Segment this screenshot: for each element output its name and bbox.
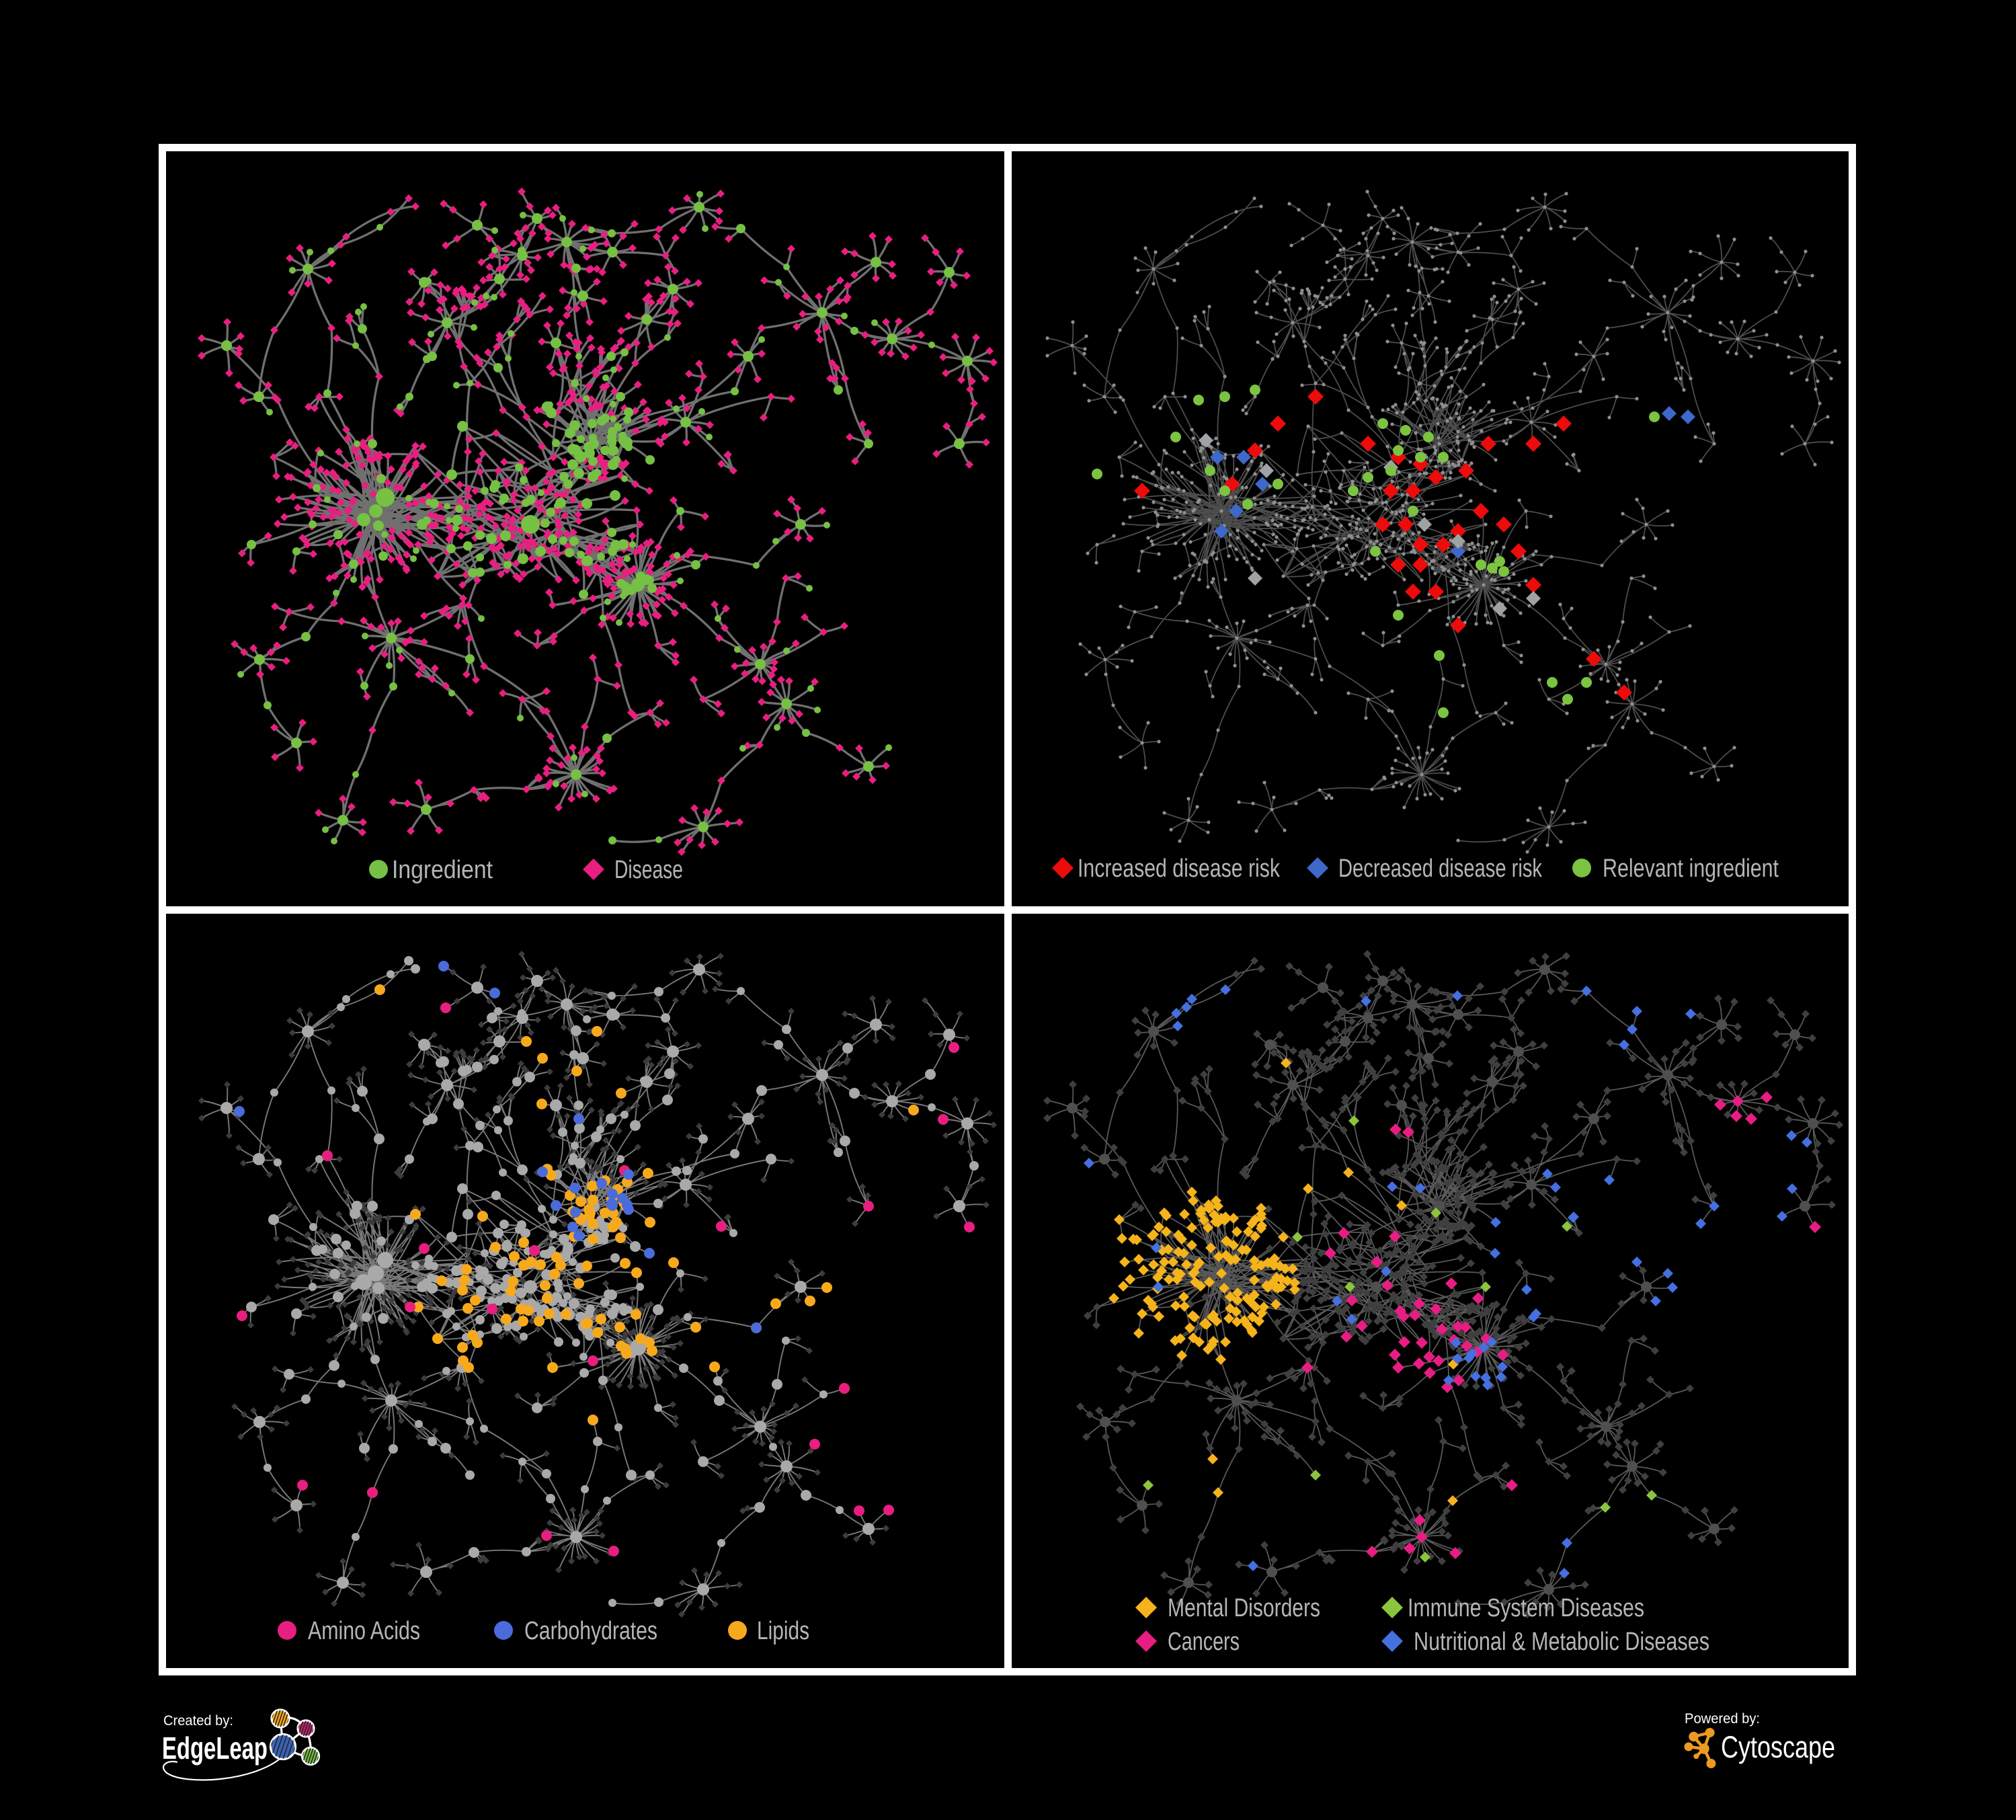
svg-text:Amino Acids: Amino Acids bbox=[308, 1617, 420, 1645]
svg-text:Mental Disorders: Mental Disorders bbox=[1168, 1594, 1320, 1622]
svg-text:Powered by:: Powered by: bbox=[1685, 1711, 1760, 1727]
svg-text:Carbohydrates: Carbohydrates bbox=[524, 1617, 657, 1645]
svg-text:Relevant ingredient: Relevant ingredient bbox=[1603, 855, 1779, 883]
svg-text:Nutritional & Metabolic Diseas: Nutritional & Metabolic Diseases bbox=[1414, 1628, 1709, 1656]
svg-text:Lipids: Lipids bbox=[757, 1617, 809, 1645]
svg-text:Decreased disease risk: Decreased disease risk bbox=[1338, 855, 1543, 883]
svg-text:Increased disease risk: Increased disease risk bbox=[1078, 855, 1281, 883]
svg-text:EdgeLeap: EdgeLeap bbox=[162, 1731, 268, 1766]
svg-text:Created by:: Created by: bbox=[163, 1713, 233, 1729]
svg-text:Disease: Disease bbox=[614, 856, 683, 884]
svg-text:Ingredient: Ingredient bbox=[392, 856, 493, 884]
svg-text:Immune System Diseases: Immune System Diseases bbox=[1408, 1594, 1644, 1622]
svg-text:Cytoscape: Cytoscape bbox=[1721, 1730, 1835, 1764]
svg-text:Cancers: Cancers bbox=[1168, 1628, 1240, 1656]
